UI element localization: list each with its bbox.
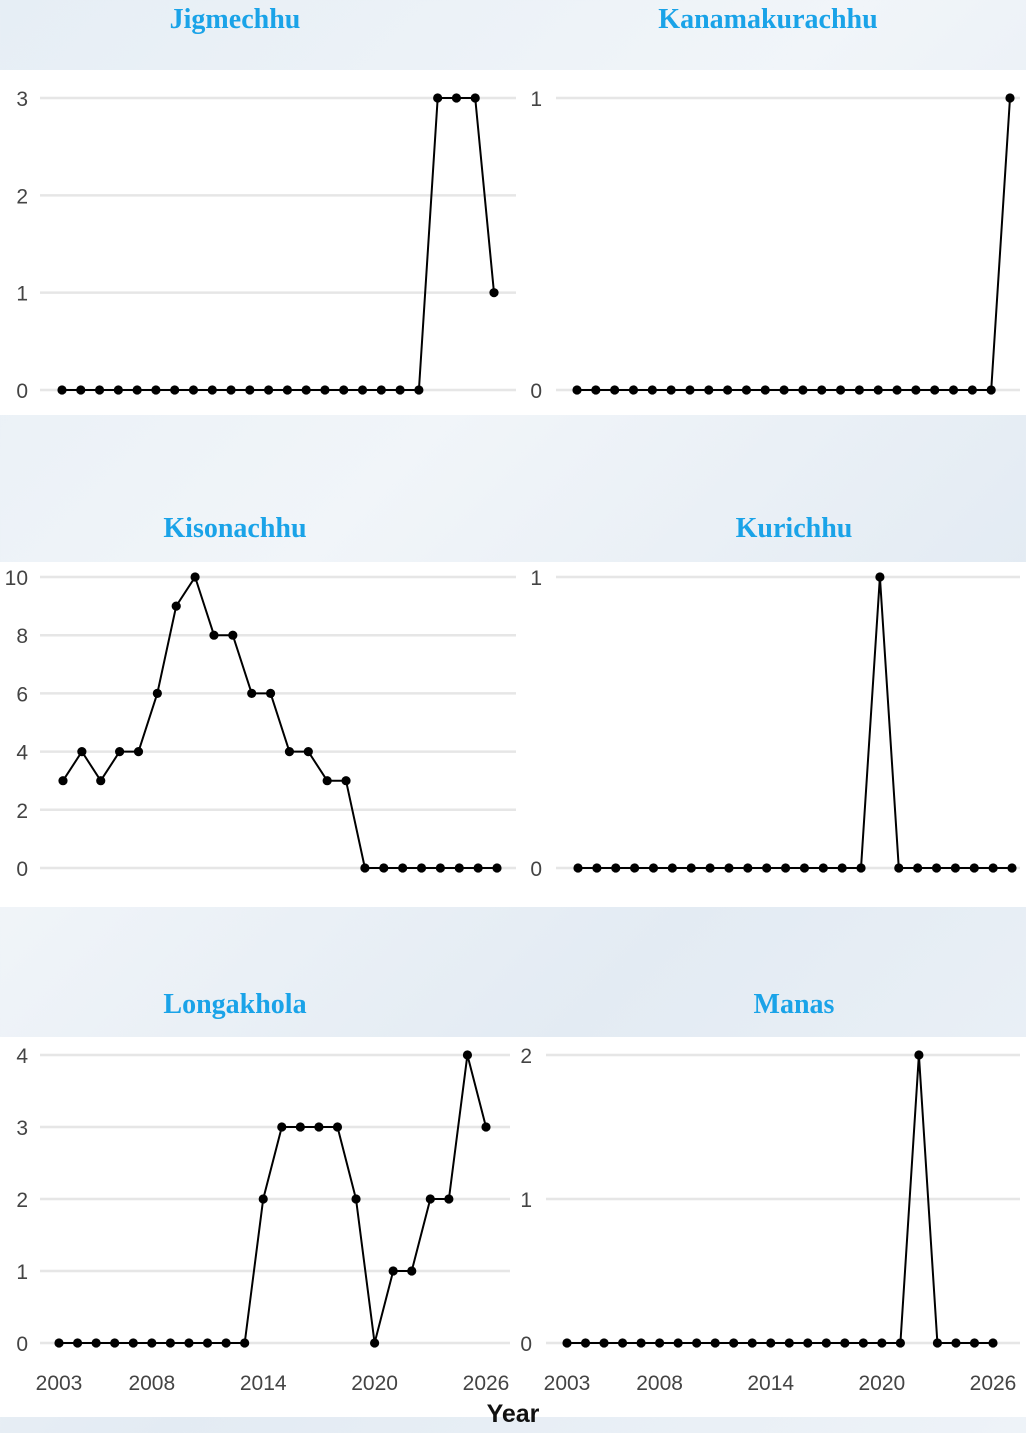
x-tick-label: 2003 bbox=[544, 1372, 591, 1395]
x-axis-label: Year bbox=[0, 1400, 1026, 1429]
y-tick-label: 2 bbox=[520, 1045, 532, 1068]
data-point bbox=[896, 1338, 905, 1347]
data-point bbox=[636, 1338, 645, 1347]
data-point bbox=[766, 1338, 775, 1347]
y-tick-label: 0 bbox=[520, 1333, 532, 1356]
data-point bbox=[599, 1338, 608, 1347]
x-tick-label: 2026 bbox=[970, 1372, 1017, 1395]
data-point bbox=[859, 1338, 868, 1347]
data-point bbox=[970, 1338, 979, 1347]
x-tick-label: 2020 bbox=[859, 1372, 906, 1395]
data-point bbox=[840, 1338, 849, 1347]
data-point bbox=[674, 1338, 683, 1347]
data-point bbox=[692, 1338, 701, 1347]
data-point bbox=[711, 1338, 720, 1347]
data-point bbox=[581, 1338, 590, 1347]
data-point bbox=[655, 1338, 664, 1347]
data-point bbox=[748, 1338, 757, 1347]
x-tick-label: 2014 bbox=[747, 1372, 794, 1395]
data-point bbox=[785, 1338, 794, 1347]
y-tick-label: 1 bbox=[520, 1189, 532, 1212]
data-point bbox=[822, 1338, 831, 1347]
data-point bbox=[914, 1050, 923, 1059]
data-point bbox=[618, 1338, 627, 1347]
x-tick-label: 2008 bbox=[636, 1372, 683, 1395]
data-point bbox=[562, 1338, 571, 1347]
data-point bbox=[951, 1338, 960, 1347]
data-point bbox=[803, 1338, 812, 1347]
data-point bbox=[933, 1338, 942, 1347]
data-point bbox=[988, 1338, 997, 1347]
data-point bbox=[877, 1338, 886, 1347]
data-point bbox=[729, 1338, 738, 1347]
